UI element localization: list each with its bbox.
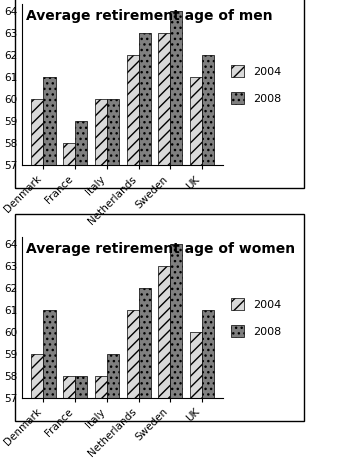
Bar [190,77,202,165]
Bar [107,99,119,165]
Legend: 2004, 2008: 2004, 2008 [231,65,281,104]
Text: Average retirement age of men: Average retirement age of men [26,9,273,23]
Bar [63,375,75,398]
Bar [127,55,139,165]
Legend: 2004, 2008: 2004, 2008 [231,298,281,337]
Bar [202,55,214,165]
Bar [31,99,44,165]
Bar [63,143,75,165]
Bar [31,354,44,398]
Bar [95,99,107,165]
Bar [158,266,170,398]
Bar [139,288,151,398]
Bar [170,244,183,398]
Bar [202,310,214,398]
Bar [170,11,183,165]
Bar [107,354,119,398]
Bar [75,121,87,165]
Bar [139,33,151,165]
Bar [44,77,55,165]
Text: Average retirement age of women: Average retirement age of women [26,242,295,256]
Bar [158,33,170,165]
Bar [75,375,87,398]
Bar [44,310,55,398]
Bar [127,310,139,398]
Bar [95,375,107,398]
Bar [190,332,202,398]
